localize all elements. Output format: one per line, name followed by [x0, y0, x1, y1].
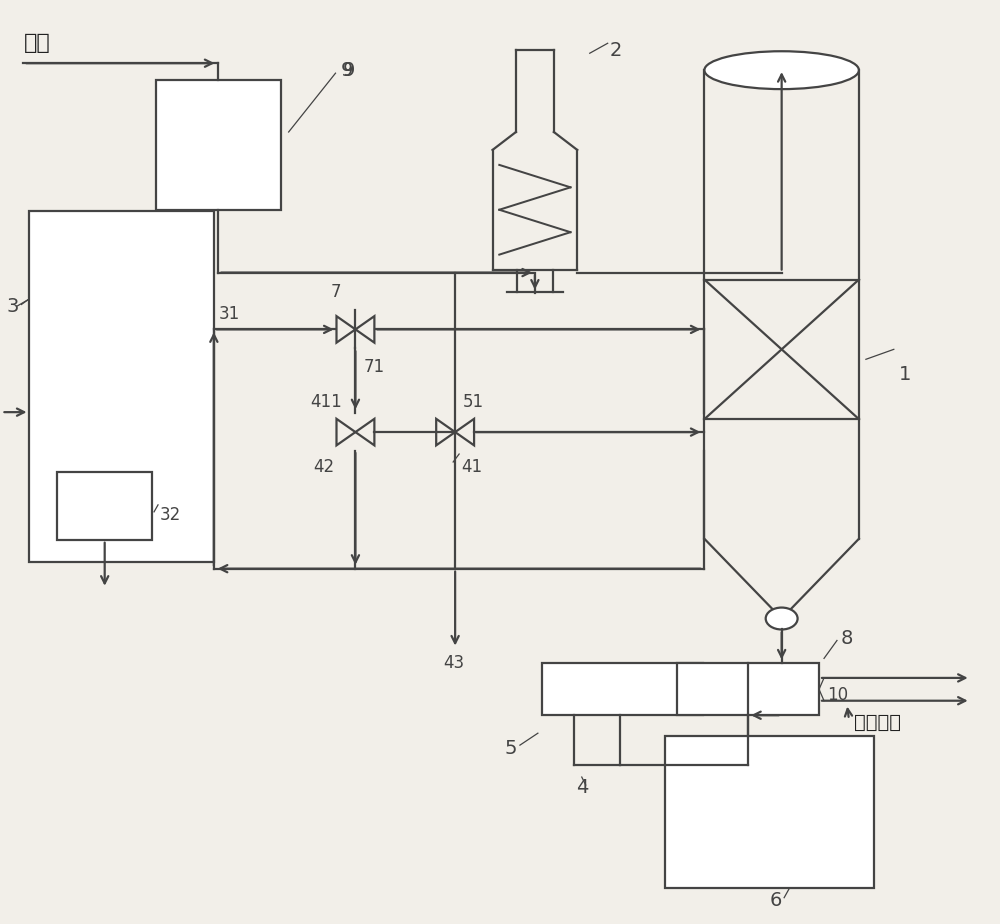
Ellipse shape	[766, 608, 798, 629]
Text: 9: 9	[342, 61, 355, 79]
Bar	[156, 80, 281, 210]
Bar	[677, 663, 819, 715]
Text: 目的产物: 目的产物	[854, 713, 901, 732]
Text: 9: 9	[340, 61, 353, 79]
Text: 4: 4	[576, 777, 588, 796]
Text: 51: 51	[463, 394, 484, 411]
Text: 6: 6	[769, 891, 782, 910]
Text: 1: 1	[899, 365, 911, 383]
Text: 43: 43	[443, 654, 464, 673]
Bar	[542, 663, 703, 715]
Bar	[57, 472, 152, 540]
Bar	[665, 736, 874, 888]
Ellipse shape	[704, 51, 859, 89]
Text: 71: 71	[363, 359, 385, 376]
Text: 2: 2	[610, 41, 622, 60]
Bar	[29, 211, 214, 562]
Text: 3: 3	[6, 297, 19, 316]
Text: 41: 41	[461, 458, 482, 476]
Text: 411: 411	[311, 394, 342, 411]
Text: 32: 32	[160, 505, 181, 524]
Text: 7: 7	[331, 283, 341, 300]
Text: 42: 42	[314, 458, 335, 476]
Text: 甲醇: 甲醇	[23, 33, 50, 54]
Text: 5: 5	[505, 738, 517, 758]
Text: 8: 8	[841, 629, 853, 648]
Text: 31: 31	[219, 306, 240, 323]
Text: 10: 10	[827, 686, 848, 704]
